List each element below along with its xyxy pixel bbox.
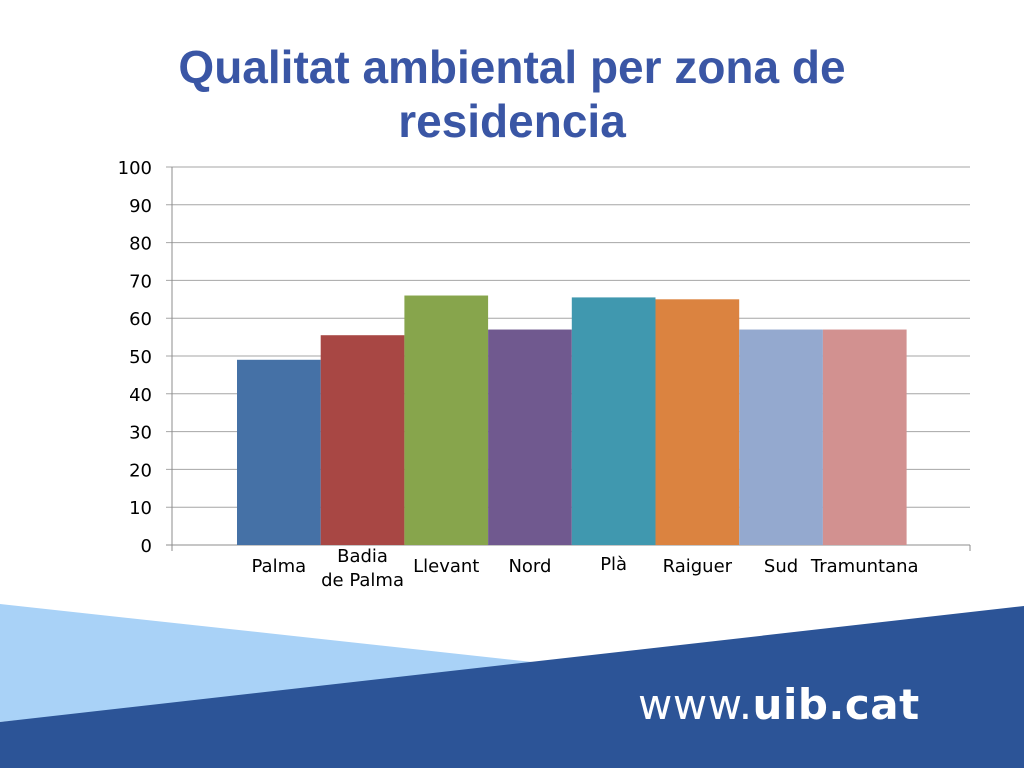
- bar: [320, 335, 405, 545]
- bar: [237, 359, 321, 545]
- bar: [404, 295, 489, 545]
- x-tick-label: Plà: [600, 554, 627, 575]
- slide-title: Qualitat ambiental per zona de residenci…: [60, 40, 964, 148]
- bars: [237, 295, 907, 545]
- x-tick-label: Nord: [508, 556, 551, 577]
- x-tick-label: Sud: [764, 556, 798, 577]
- y-tick-label: 0: [141, 536, 152, 557]
- y-tick-label: 10: [129, 498, 152, 519]
- footer-light-band: [0, 604, 560, 722]
- x-tick-label: Palma: [252, 556, 307, 577]
- y-tick-label: 90: [129, 196, 152, 217]
- footer-url: www.uib.cat: [638, 680, 920, 729]
- bar: [655, 299, 740, 545]
- x-tick-label: Badia: [337, 546, 388, 567]
- bar: [488, 329, 572, 545]
- title-line-1: Qualitat ambiental per zona de: [178, 41, 846, 93]
- bar: [571, 297, 656, 545]
- y-tick-label: 20: [129, 460, 152, 481]
- bar-chart: 0 10 20 30 40 50 60 70 80 90 100 Palma Badia de Palm…: [118, 158, 971, 591]
- bar: [822, 329, 907, 545]
- y-tick-label: 30: [129, 423, 152, 444]
- y-axis-tick-labels: 0 10 20 30 40 50 60 70 80 90 100: [118, 158, 152, 557]
- url-prefix: www.: [638, 680, 753, 729]
- url-domain: uib.cat: [752, 680, 920, 729]
- y-tick-label: 70: [129, 271, 152, 292]
- y-tick-label: 50: [129, 347, 152, 368]
- y-tick-label: 100: [118, 158, 152, 179]
- title-line-2: residencia: [398, 95, 626, 147]
- y-tick-label: 80: [129, 234, 152, 255]
- x-tick-label: Raiguer: [663, 556, 733, 577]
- footer-dark-band: [0, 606, 1024, 768]
- y-tick-label: 60: [129, 309, 152, 330]
- x-tick-label: Tramuntana: [810, 556, 919, 577]
- y-tick-label: 40: [129, 385, 152, 406]
- x-tick-label: de Palma: [321, 570, 404, 591]
- bar: [739, 329, 823, 545]
- x-axis-tick-labels: Palma Badia de Palma Llevant Nord Plà Raiguer S…: [252, 546, 919, 591]
- x-tick-label: Llevant: [413, 556, 479, 577]
